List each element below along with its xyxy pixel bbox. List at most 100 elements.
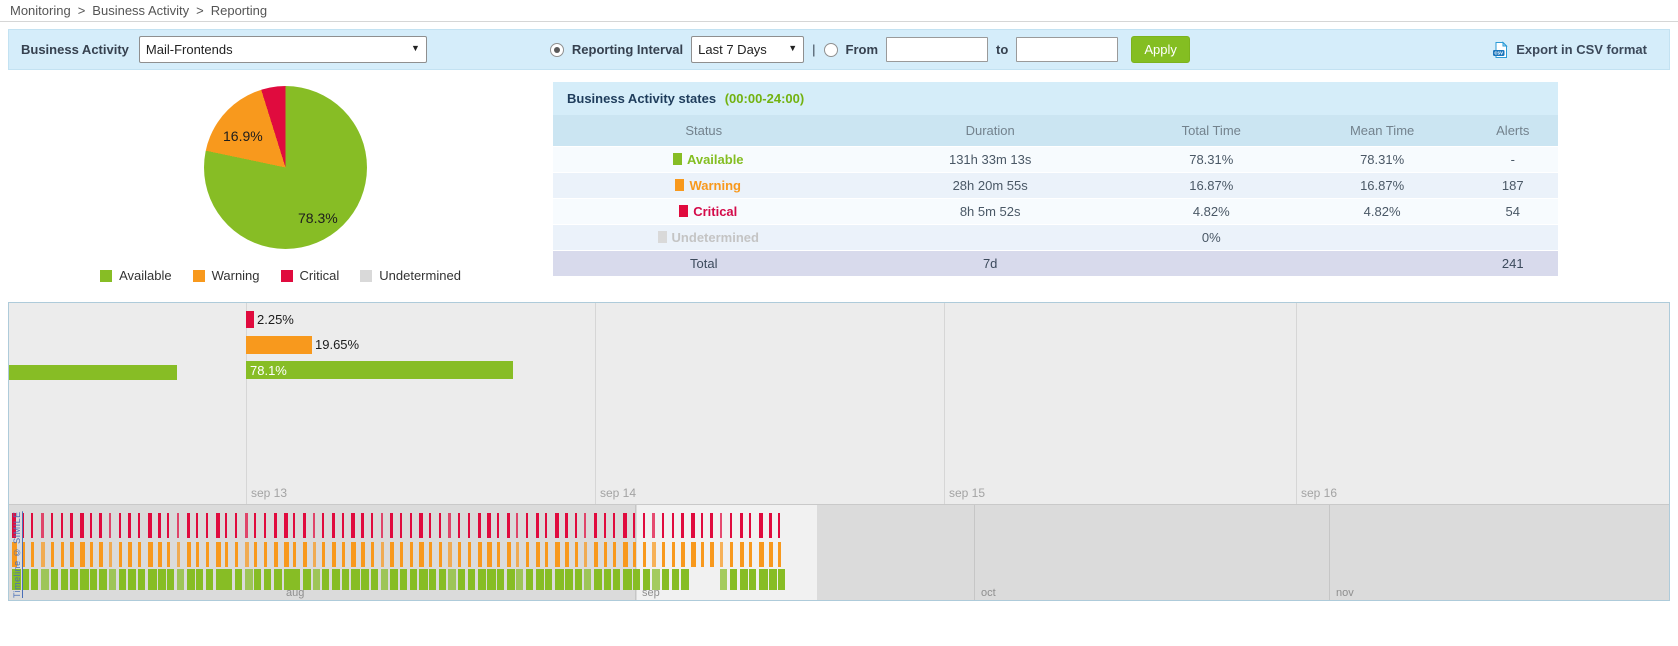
available-event-tick xyxy=(351,569,360,590)
status-cell: Warning xyxy=(553,172,855,198)
critical-event-tick xyxy=(429,513,431,538)
breadcrumb-link[interactable]: Business Activity xyxy=(92,3,189,18)
available-event-tick xyxy=(22,569,29,590)
custom-range-radio[interactable] xyxy=(824,43,838,57)
col-header-total-time: Total Time xyxy=(1126,115,1297,146)
to-label: to xyxy=(996,42,1008,57)
warning-legend-swatch xyxy=(193,270,205,282)
critical-event-tick xyxy=(487,513,491,538)
critical-event-tick xyxy=(41,513,44,538)
status-cell: Undetermined xyxy=(553,224,855,250)
critical-event-tick xyxy=(439,513,441,538)
states-table-header-row: Status Duration Total Time Mean Time Ale… xyxy=(553,115,1558,146)
critical-event-tick xyxy=(672,513,674,538)
critical-event-tick xyxy=(196,513,198,538)
warning-event-tick xyxy=(196,542,199,567)
month-label: sep xyxy=(642,587,660,599)
available-event-tick xyxy=(536,569,544,590)
from-date-input[interactable] xyxy=(886,37,988,62)
critical-event-tick xyxy=(759,513,763,538)
business-activity-select[interactable]: Mail-Frontends xyxy=(139,36,427,63)
alerts-cell: 187 xyxy=(1468,172,1558,198)
available-event-tick xyxy=(245,569,253,590)
csv-file-icon: csv xyxy=(1492,41,1510,59)
total-time-cell: 0% xyxy=(1126,224,1297,250)
available-event-tick xyxy=(419,569,428,590)
month-gridline xyxy=(1329,505,1330,600)
report-summary-row: 16.9%78.3% AvailableWarningCriticalUndet… xyxy=(8,82,1670,292)
available-event-tick xyxy=(264,569,271,590)
day-gridline xyxy=(246,303,247,504)
critical-event-tick xyxy=(70,513,73,538)
status-label: Undetermined xyxy=(672,230,759,245)
available-event-tick xyxy=(119,569,126,590)
warning-event-tick xyxy=(128,542,132,567)
table-row: Warning28h 20m 55s16.87%16.87%187 xyxy=(553,172,1558,198)
alerts-cell: 54 xyxy=(1468,198,1558,224)
timeline-overview-band[interactable]: Timeline © SIMILE augsepoctnov xyxy=(9,505,1669,600)
reporting-interval-radio[interactable] xyxy=(550,43,564,57)
interval-select[interactable]: Last 7 Days xyxy=(691,36,804,63)
warning-event-tick xyxy=(672,542,675,567)
warning-event-tick xyxy=(478,542,482,567)
warning-event-tick xyxy=(206,542,209,567)
to-date-input[interactable] xyxy=(1016,37,1118,62)
day-label: sep 16 xyxy=(1301,486,1337,500)
available-event-tick xyxy=(516,569,523,590)
warning-event-tick xyxy=(749,542,752,567)
warning-event-tick xyxy=(720,542,723,567)
apply-button[interactable]: Apply xyxy=(1131,36,1190,63)
available-event-tick xyxy=(575,569,582,590)
pie-chart-area: 16.9%78.3% AvailableWarningCriticalUndet… xyxy=(8,82,553,292)
warning-event-tick xyxy=(575,542,578,567)
critical-event-tick xyxy=(448,513,451,538)
critical-event-tick xyxy=(177,513,179,538)
table-row: Undetermined 0% xyxy=(553,224,1558,250)
duration-cell: 8h 5m 52s xyxy=(855,198,1126,224)
month-label: aug xyxy=(286,587,304,599)
critical-event-tick xyxy=(351,513,355,538)
table-row: Available131h 33m 13s78.31%78.31%- xyxy=(553,146,1558,172)
warning-event-tick xyxy=(429,542,432,567)
simile-attribution-link[interactable]: Timeline © SIMILE xyxy=(12,507,22,598)
from-label: From xyxy=(846,42,879,57)
mean-time-cell: 16.87% xyxy=(1297,172,1468,198)
timeline-detail-band[interactable]: sep 13sep 14sep 15sep 162.25%19.65%78.1% xyxy=(9,303,1669,505)
export-csv-link[interactable]: csv Export in CSV format xyxy=(1492,41,1647,59)
available-status-square xyxy=(673,153,682,165)
duration-cell xyxy=(855,224,1126,250)
pie-value-label: 78.3% xyxy=(298,210,338,226)
day-label: sep 14 xyxy=(600,486,636,500)
col-header-duration: Duration xyxy=(855,115,1126,146)
total-value-cell xyxy=(1297,250,1468,276)
available-event-tick xyxy=(429,569,436,590)
available-event-tick xyxy=(206,569,213,590)
col-header-alerts: Alerts xyxy=(1468,115,1558,146)
legend-label: Available xyxy=(119,268,172,283)
available-event-tick xyxy=(342,569,349,590)
warning-event-tick xyxy=(507,542,511,567)
bar-value-label: 2.25% xyxy=(257,312,294,327)
warning-event-tick xyxy=(662,542,665,567)
warning-event-tick xyxy=(119,542,122,567)
day-gridline xyxy=(944,303,945,504)
breadcrumb-link[interactable]: Reporting xyxy=(211,3,267,18)
critical-event-tick xyxy=(22,513,24,538)
warning-event-tick xyxy=(681,542,685,567)
available-legend-swatch xyxy=(100,270,112,282)
available-event-tick xyxy=(720,569,727,590)
available-event-tick xyxy=(361,569,369,590)
critical-event-tick xyxy=(691,513,695,538)
critical-event-tick xyxy=(264,513,266,538)
duration-cell: 131h 33m 13s xyxy=(855,146,1126,172)
warning-event-tick xyxy=(109,542,112,567)
warning-event-tick xyxy=(158,542,162,567)
critical-event-tick xyxy=(526,513,528,538)
critical-event-tick xyxy=(284,513,288,538)
breadcrumb-link[interactable]: Monitoring xyxy=(10,3,71,18)
warning-event-tick xyxy=(516,542,519,567)
available-event-tick xyxy=(138,569,145,590)
critical-event-tick xyxy=(61,513,63,538)
legend-item: Warning xyxy=(193,268,260,283)
available-event-tick xyxy=(274,569,282,590)
